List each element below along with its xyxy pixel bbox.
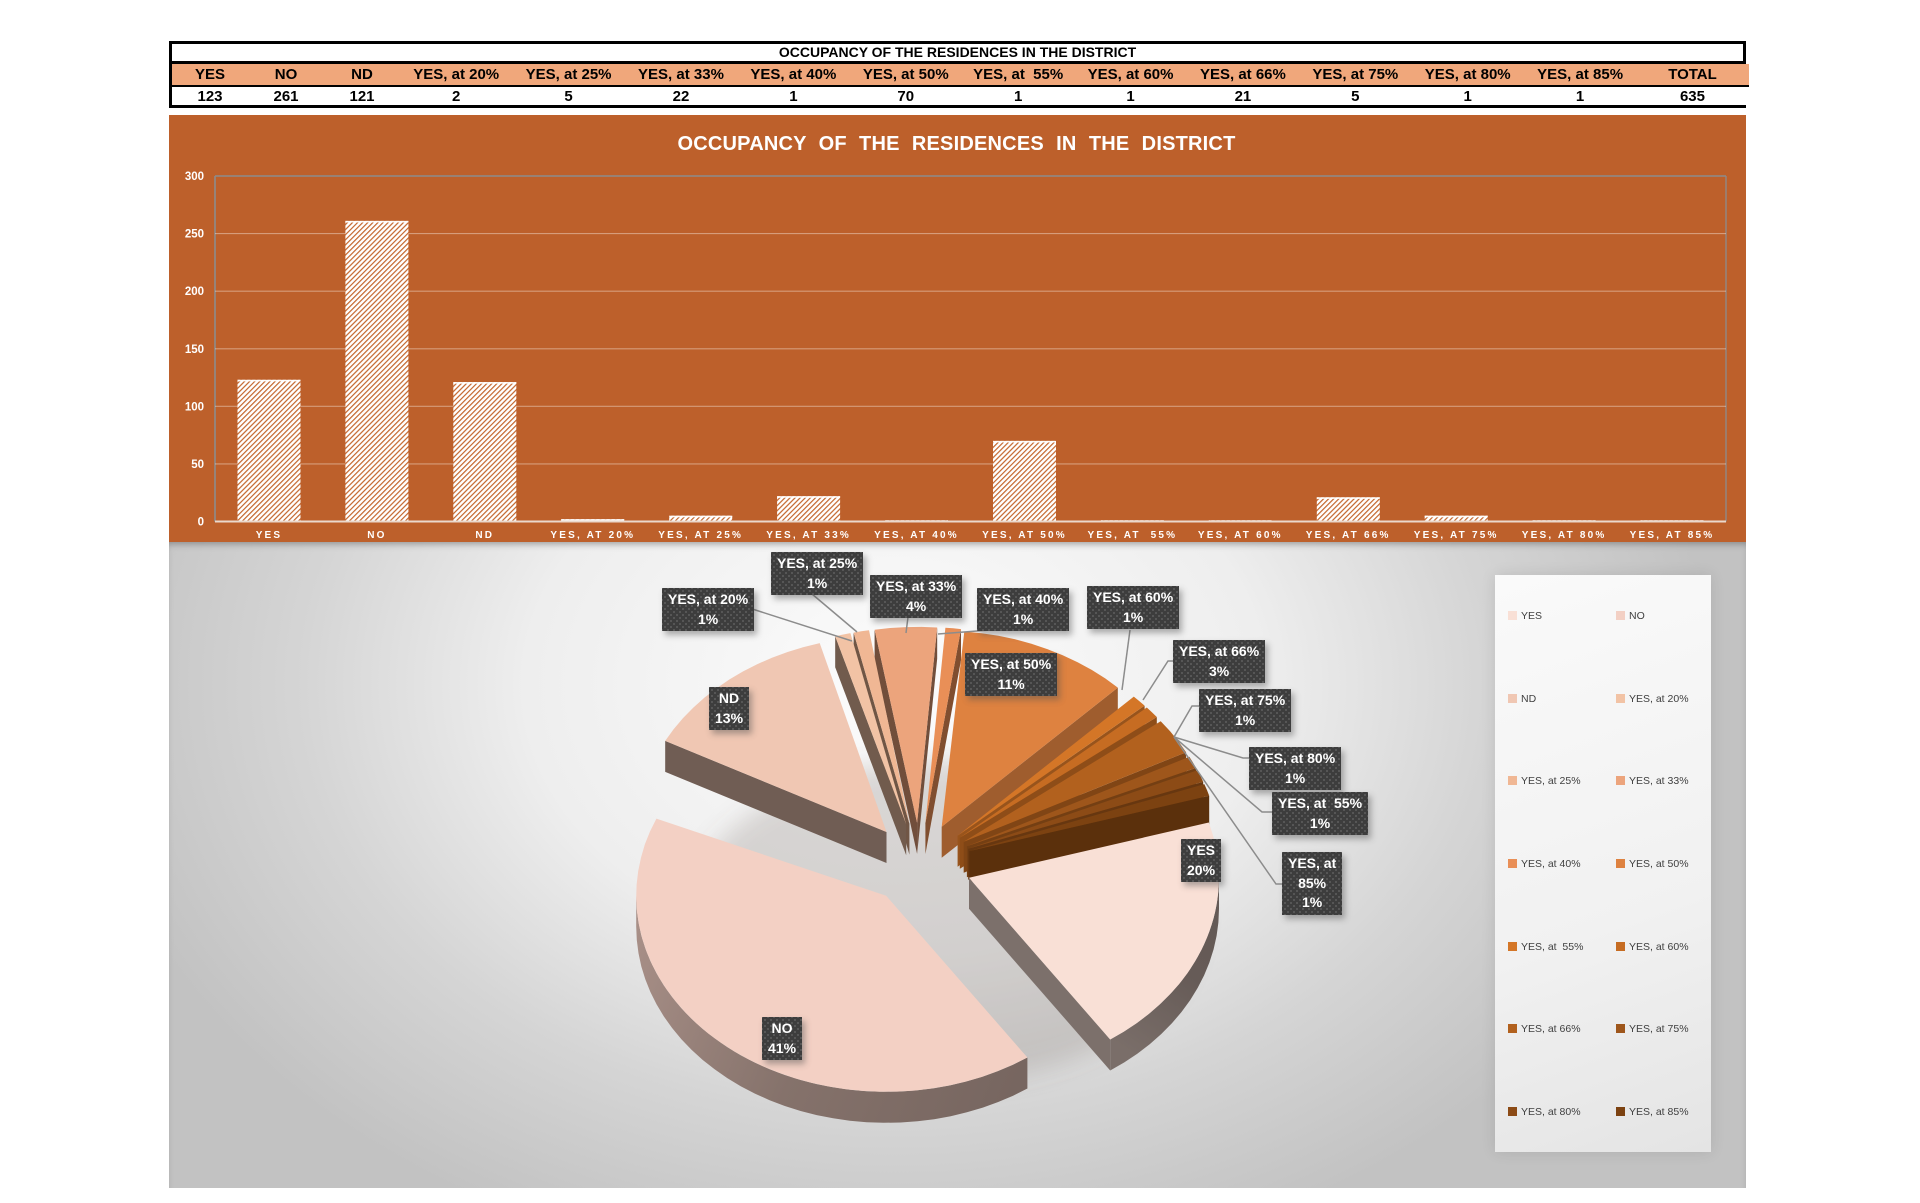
svg-text:YES, AT 66%: YES, AT 66% [1306,530,1391,541]
svg-text:YES, AT 75%: YES, AT 75% [1414,530,1499,541]
svg-text:YES, AT 50%: YES, AT 50% [982,530,1067,541]
svg-text:YES, AT 80%: YES, AT 80% [1522,530,1607,541]
svg-text:YES, AT 85%: YES, AT 85% [1630,530,1715,541]
svg-text:50: 50 [191,459,204,471]
svg-text:YES: YES [256,530,283,541]
svg-text:OCCUPANCY OF THE RESIDENCES IN: OCCUPANCY OF THE RESIDENCES IN THE DISTR… [677,133,1235,155]
svg-text:YES, AT 25%: YES, AT 25% [658,530,743,541]
svg-text:250: 250 [185,229,204,241]
svg-text:150: 150 [185,344,204,356]
svg-text:YES, AT 55%: YES, AT 55% [1088,530,1178,541]
svg-text:YES, AT 40%: YES, AT 40% [874,530,959,541]
svg-text:YES, AT 33%: YES, AT 33% [766,530,851,541]
svg-text:YES, AT 20%: YES, AT 20% [550,530,635,541]
svg-text:ND: ND [475,530,494,541]
svg-text:100: 100 [185,401,204,413]
svg-text:NO: NO [367,530,386,541]
svg-text:300: 300 [185,171,204,183]
svg-text:YES, AT 60%: YES, AT 60% [1198,530,1283,541]
svg-text:200: 200 [185,286,204,298]
svg-text:0: 0 [198,517,204,529]
